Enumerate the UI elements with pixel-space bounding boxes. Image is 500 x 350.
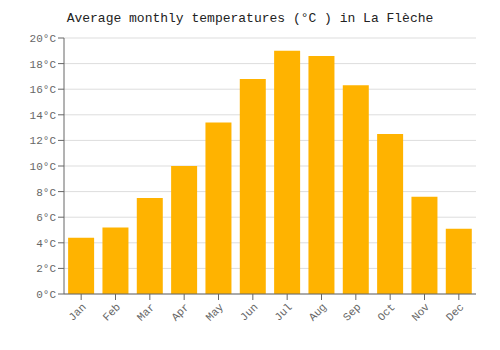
svg-text:2°C: 2°C — [36, 263, 56, 275]
svg-text:16°C: 16°C — [30, 84, 57, 96]
svg-text:20°C: 20°C — [30, 33, 57, 45]
html-text:Average monthly temperatures (: Average monthly temperatures (°C ) in La… — [66, 11, 434, 26]
svg-text:12°C: 12°C — [30, 135, 57, 147]
svg-text:Jul: Jul — [272, 301, 294, 323]
svg-text:May: May — [204, 301, 227, 324]
svg-text:Sep: Sep — [341, 301, 363, 323]
svg-text:18°C: 18°C — [30, 59, 57, 71]
svg-text:4°C: 4°C — [36, 238, 56, 250]
svg-text:0°C: 0°C — [36, 289, 56, 301]
svg-text:Nov: Nov — [410, 301, 433, 324]
svg-text:Oct: Oct — [375, 301, 397, 323]
svg-text:6°C: 6°C — [36, 212, 56, 224]
svg-text:Apr: Apr — [169, 301, 191, 323]
svg-text:10°C: 10°C — [30, 161, 57, 173]
svg-text:Aug: Aug — [307, 301, 329, 323]
svg-text:Jan: Jan — [66, 301, 88, 323]
svg-text:Mar: Mar — [135, 301, 157, 323]
svg-text:Feb: Feb — [101, 301, 123, 323]
svg-text:Jun: Jun — [238, 301, 260, 323]
svg-text:8°C: 8°C — [36, 187, 56, 199]
svg-text:14°C: 14°C — [30, 110, 57, 122]
svg-text:Dec: Dec — [444, 301, 466, 323]
